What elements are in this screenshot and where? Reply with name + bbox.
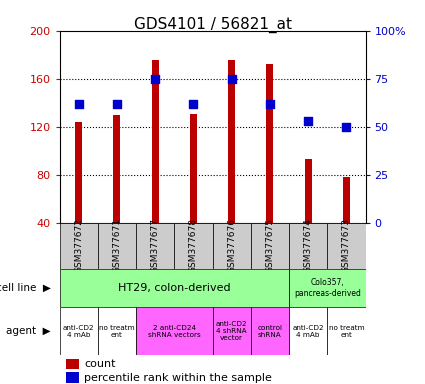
Point [113,101,120,107]
Bar [289,269,366,307]
Bar [289,307,327,355]
Text: GSM377672: GSM377672 [74,218,83,273]
Text: GSM377671: GSM377671 [112,218,122,273]
Point [266,101,273,107]
Bar [305,159,312,223]
Bar [65,372,79,382]
Point [190,101,197,107]
Point [152,76,159,82]
Text: anti-CD2
4 shRNA
vector: anti-CD2 4 shRNA vector [216,321,247,341]
Text: anti-CD2
4 mAb: anti-CD2 4 mAb [63,325,94,338]
Bar [190,114,197,223]
Text: percentile rank within the sample: percentile rank within the sample [84,372,272,383]
Bar [289,223,327,269]
Point [305,118,312,124]
Bar [212,223,251,269]
Text: GSM377673: GSM377673 [342,218,351,273]
Bar [60,269,289,307]
Text: GSM377676: GSM377676 [227,218,236,273]
Point [228,76,235,82]
Text: control
shRNA: control shRNA [258,325,282,338]
Text: GSM377678: GSM377678 [189,218,198,273]
Text: GDS4101 / 56821_at: GDS4101 / 56821_at [133,17,292,33]
Text: agent  ▶: agent ▶ [6,326,51,336]
Text: no treatm
ent: no treatm ent [99,325,135,338]
Bar [212,307,251,355]
Bar [75,122,82,223]
Bar [65,359,79,369]
Text: count: count [84,359,116,369]
Bar [98,223,136,269]
Bar [266,64,273,223]
Bar [152,60,159,223]
Bar [136,223,174,269]
Bar [98,307,136,355]
Bar [251,223,289,269]
Text: GSM377675: GSM377675 [265,218,275,273]
Text: Colo357,
pancreas-derived: Colo357, pancreas-derived [294,278,361,298]
Bar [60,223,98,269]
Point [75,101,82,107]
Bar [343,177,350,223]
Bar [228,60,235,223]
Text: GSM377674: GSM377674 [303,218,313,273]
Bar [113,115,120,223]
Bar [174,223,212,269]
Text: GSM377677: GSM377677 [150,218,160,273]
Bar [60,307,98,355]
Bar [251,307,289,355]
Text: cell line  ▶: cell line ▶ [0,283,51,293]
Text: anti-CD2
4 mAb: anti-CD2 4 mAb [292,325,324,338]
Point [343,124,350,130]
Bar [327,307,366,355]
Text: no treatm
ent: no treatm ent [329,325,364,338]
Bar [136,307,212,355]
Bar [327,223,366,269]
Text: HT29, colon-derived: HT29, colon-derived [118,283,230,293]
Text: 2 anti-CD24
shRNA vectors: 2 anti-CD24 shRNA vectors [148,325,201,338]
